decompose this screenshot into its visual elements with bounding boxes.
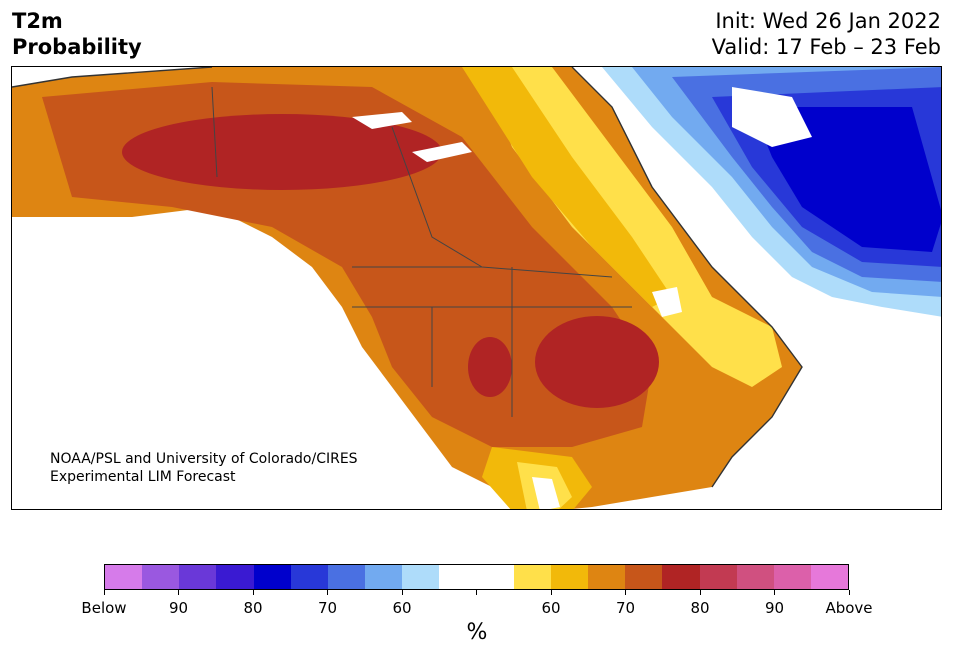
colorbar-cell (290, 565, 328, 589)
colorbar-cell (699, 565, 737, 589)
colorbar-tick-mark (103, 590, 105, 595)
colorbar-cell (476, 565, 514, 589)
colorbar-tick-mark (178, 590, 179, 595)
colorbar-tick-mark (699, 590, 701, 595)
colorbar-tick-mark (848, 590, 850, 595)
colorbar-cell (736, 565, 774, 589)
title-line-1: T2m (12, 9, 63, 33)
colorbar-cell (142, 565, 180, 589)
colorbar-cell (773, 565, 811, 589)
colorbar-cell (513, 565, 551, 589)
colorbar-tick-mark (774, 590, 775, 595)
probability-colorbar (104, 564, 849, 590)
colorbar-cell (253, 565, 291, 589)
credit-line-1: NOAA/PSL and University of Colorado/CIRE… (50, 451, 358, 467)
colorbar-tick-label: Below (81, 599, 127, 617)
probability-map: NOAA/PSL and University of Colorado/CIRE… (11, 66, 942, 510)
colorbar-tick-mark (252, 590, 254, 595)
colorbar-cell (662, 565, 700, 589)
colorbar-tick-mark (327, 590, 328, 595)
colorbar-cell (216, 565, 254, 589)
colorbar-tick-mark (550, 590, 552, 595)
colorbar-tick-label: Above (825, 599, 873, 617)
colorbar-cell (625, 565, 663, 589)
init-date: Init: Wed 26 Jan 2022 (715, 9, 941, 33)
valid-range: Valid: 17 Feb – 23 Feb (711, 35, 941, 59)
colorbar-tick-label: 90 (168, 599, 189, 617)
colorbar-tick-label: 90 (764, 599, 785, 617)
map-title: T2m Probability (12, 8, 142, 60)
colorbar-tick-label: 70 (615, 599, 636, 617)
colorbar-cell (439, 565, 477, 589)
colorbar-unit: % (466, 620, 488, 645)
credit-line-2: Experimental LIM Forecast (50, 469, 236, 485)
colorbar-cell (327, 565, 366, 589)
colorbar-cell (365, 565, 403, 589)
colorbar-cell (810, 565, 849, 589)
colorbar-tick-label: 80 (690, 599, 710, 617)
colorbar-cell (402, 565, 440, 589)
map-canvas (12, 67, 941, 509)
colorbar-tick-label: 70 (317, 599, 338, 617)
colorbar-tick-label: 80 (243, 599, 263, 617)
colorbar-tick-label: 60 (541, 599, 561, 617)
colorbar-tick-mark (401, 590, 403, 595)
title-line-2: Probability (12, 35, 142, 59)
colorbar-cell (105, 565, 143, 589)
colorbar-cell (179, 565, 217, 589)
colorbar-tick-label: 60 (392, 599, 412, 617)
colorbar-cell (588, 565, 626, 589)
colorbar-cell (550, 565, 589, 589)
credit-text: NOAA/PSL and University of Colorado/CIRE… (50, 450, 358, 486)
colorbar-tick-mark (476, 590, 477, 595)
forecast-dates: Init: Wed 26 Jan 2022 Valid: 17 Feb – 23… (712, 8, 941, 60)
colorbar-tick-mark (625, 590, 626, 595)
